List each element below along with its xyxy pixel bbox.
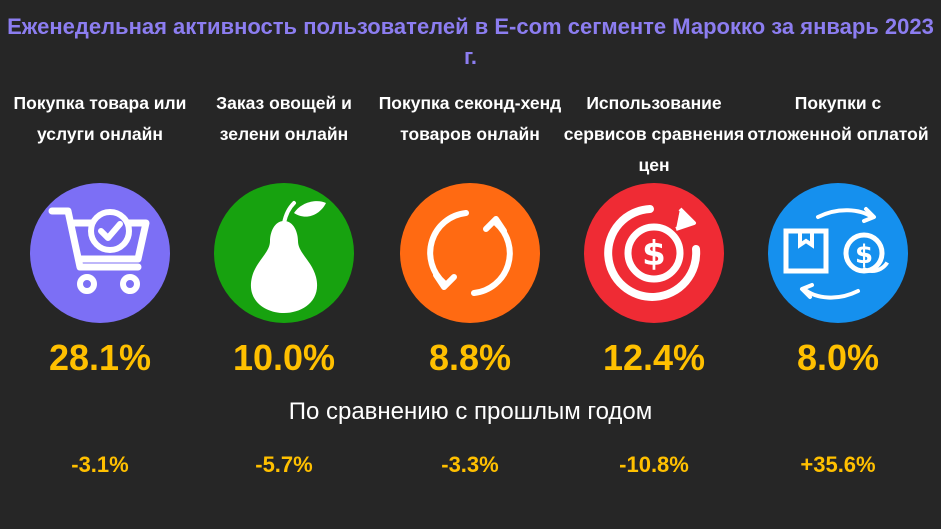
category-column: Покупка секонд-хенд товаров онлайн 8.8% … bbox=[377, 0, 563, 529]
chart-title: Еженедельная активность пользователей в … bbox=[7, 14, 934, 69]
shopping-cart-check-icon bbox=[30, 183, 170, 323]
share-value: 8.8% bbox=[428, 337, 512, 378]
category-label: Использование сервисов сравнения цен bbox=[563, 93, 745, 175]
yoy-change: +35.6% bbox=[800, 452, 876, 477]
pear-icon bbox=[214, 183, 354, 323]
category-column: Использование сервисов сравнения цен $ 1… bbox=[561, 0, 747, 529]
yoy-change: -10.8% bbox=[619, 452, 689, 477]
category-column: Покупка товара или услуги онлайн 28.1% -… bbox=[7, 0, 193, 529]
comparison-label: По сравнению с прошлым годом bbox=[288, 398, 653, 425]
category-label: Покупки с отложенной оплатой bbox=[747, 93, 929, 144]
share-value: 10.0% bbox=[232, 337, 336, 378]
share-value: 12.4% bbox=[602, 337, 706, 378]
box-coin-exchange-icon: $ bbox=[768, 183, 908, 323]
svg-text:$: $ bbox=[642, 234, 666, 274]
svg-text:$: $ bbox=[855, 240, 873, 270]
category-label: Покупка товара или услуги онлайн bbox=[13, 93, 187, 144]
category-column: Покупки с отложенной оплатой $ 8.0% +35.… bbox=[745, 0, 931, 529]
dollar-refresh-icon: $ bbox=[584, 183, 724, 323]
share-value: 28.1% bbox=[48, 337, 152, 378]
yoy-change: -5.7% bbox=[255, 452, 313, 477]
share-value: 8.0% bbox=[796, 337, 880, 378]
recycle-arrows-icon bbox=[400, 183, 540, 323]
yoy-change: -3.1% bbox=[71, 452, 129, 477]
yoy-change: -3.3% bbox=[441, 452, 499, 477]
category-column: Заказ овощей и зелени онлайн 10.0% -5.7% bbox=[191, 0, 377, 529]
category-label: Покупка секонд-хенд товаров онлайн bbox=[378, 93, 562, 144]
category-label: Заказ овощей и зелени онлайн bbox=[216, 93, 352, 144]
